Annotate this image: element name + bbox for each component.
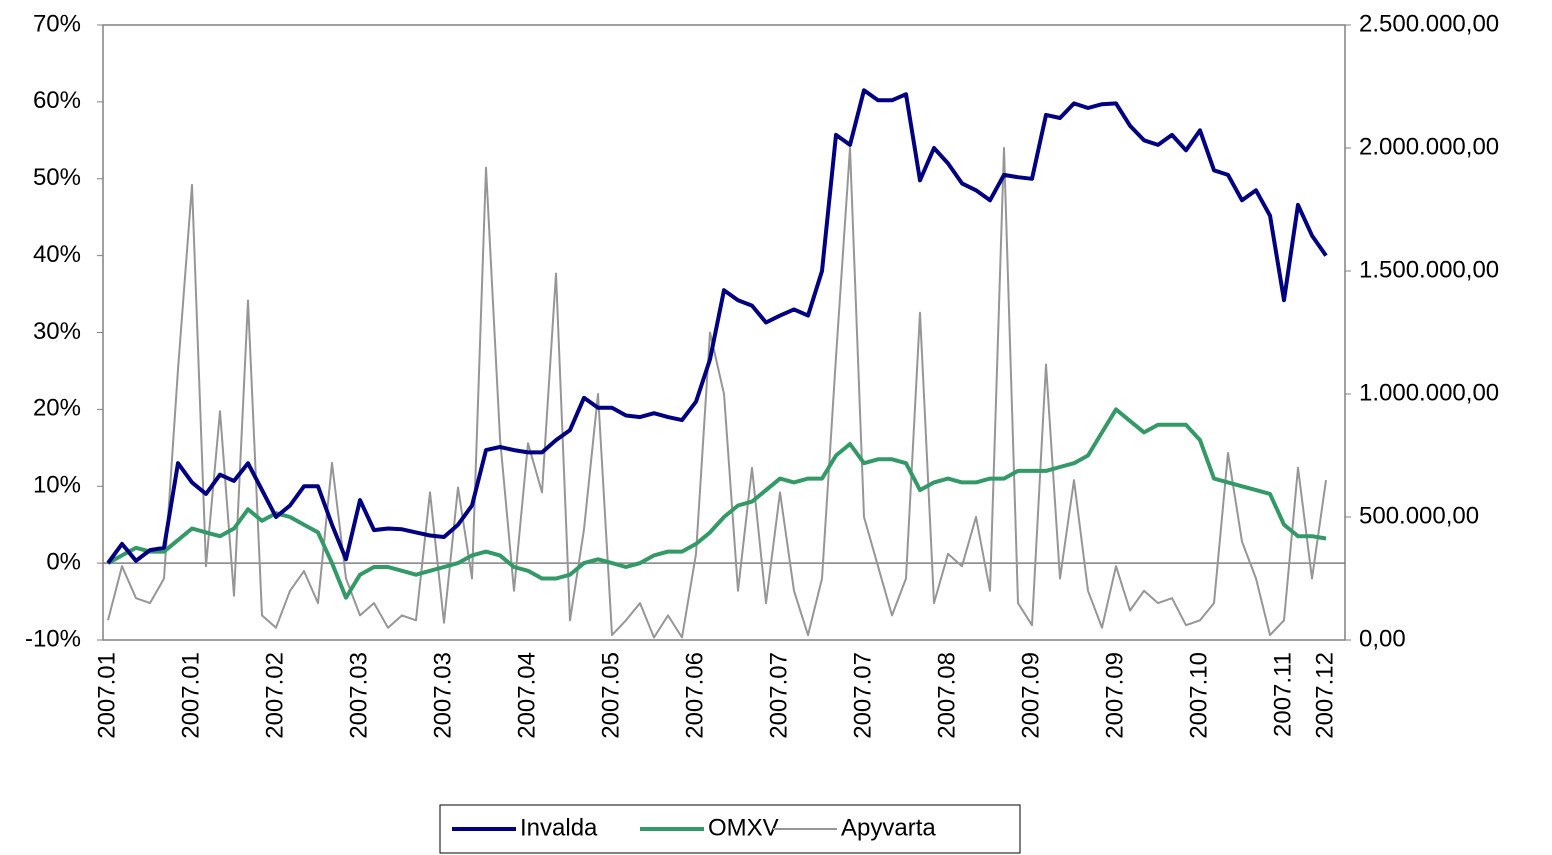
legend-label: Apyvarta [841, 814, 936, 841]
legend-label: Invalda [520, 814, 598, 841]
x-tick-label: 2007.03 [429, 652, 456, 739]
series-line [107, 407, 1327, 600]
x-tick-label: 2007.07 [765, 652, 792, 739]
series-line [107, 147, 1327, 639]
plot-area [102, 24, 1346, 641]
x-tick-label: 2007.01 [177, 652, 204, 739]
y-tick-label: 60% [33, 87, 81, 114]
x-tick-label: 2007.09 [1017, 652, 1044, 739]
x-tick-label: 2007.11 [1269, 652, 1296, 737]
legend-box [439, 804, 1021, 854]
x-tick-label: 2007.08 [933, 652, 960, 739]
y-tick-label: 40% [33, 241, 81, 268]
x-tick-label: 2007.12 [1311, 652, 1338, 739]
x-tick-label: 2007.09 [1101, 652, 1128, 739]
series-line [106, 88, 1328, 565]
y2-tick-label: 0,00 [1359, 625, 1406, 652]
y2-tick-label: 2.000.000,00 [1359, 133, 1499, 160]
y-tick-label: 0% [46, 548, 81, 575]
x-tick-label: 2007.05 [597, 652, 624, 739]
y2-tick-label: 1.000.000,00 [1359, 379, 1499, 406]
x-tick-label: 2007.07 [849, 652, 876, 739]
y2-tick-label: 2.500.000,00 [1359, 10, 1499, 37]
y-tick-label: 70% [33, 10, 81, 37]
y-tick-label: 10% [33, 472, 81, 499]
x-tick-label: 2007.02 [261, 652, 288, 739]
x-tick-label: 2007.04 [513, 652, 540, 739]
x-tick-label: 2007.10 [1185, 652, 1212, 739]
y-tick-label: 30% [33, 318, 81, 345]
x-tick-label: 2007.06 [681, 652, 708, 739]
y2-tick-label: 1.500.000,00 [1359, 256, 1499, 283]
x-tick-label: 2007.03 [345, 652, 372, 739]
y2-tick-label: 500.000,00 [1359, 502, 1479, 529]
y-tick-label: 20% [33, 395, 81, 422]
y-tick-label: -10% [25, 625, 81, 652]
y-tick-label: 50% [33, 164, 81, 191]
x-tick-label: 2007.01 [93, 652, 120, 739]
legend-label: OMXV [708, 814, 779, 841]
